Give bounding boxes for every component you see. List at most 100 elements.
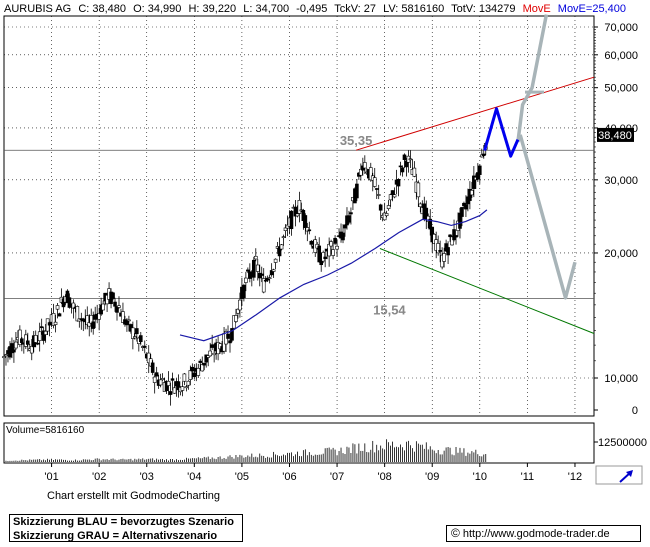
- y-tick-label: 20,000: [604, 248, 638, 260]
- candle-body: [400, 167, 405, 173]
- candle-body: [57, 313, 62, 317]
- y-axis: 70,00060,00050,00040,00030,00020,00010,0…: [594, 22, 638, 417]
- candle-body: [111, 292, 115, 299]
- candle-body: [154, 372, 159, 377]
- candle-body: [246, 269, 250, 272]
- candle-body: [230, 328, 234, 341]
- candle-body: [450, 236, 454, 246]
- candle-body: [281, 236, 286, 239]
- candle-body: [442, 253, 446, 262]
- candle-body: [259, 273, 264, 276]
- candle-body: [91, 321, 96, 329]
- candle-body: [146, 352, 151, 364]
- candle-body: [232, 315, 236, 329]
- candle-body: [341, 232, 345, 241]
- candle-body: [148, 358, 153, 367]
- candle-body: [127, 319, 131, 322]
- candle-body: [89, 315, 94, 324]
- arrow-icon[interactable]: [619, 470, 633, 483]
- candle-body: [319, 258, 324, 266]
- candle-body: [251, 259, 256, 278]
- candle-body: [378, 204, 383, 211]
- candle-body: [33, 334, 38, 343]
- candle-body: [160, 378, 165, 381]
- x-tick-label: '01: [44, 471, 58, 483]
- candle-body: [470, 190, 474, 196]
- candle-body: [61, 298, 66, 308]
- x-tick-label: '05: [235, 471, 249, 483]
- candle-body: [293, 206, 298, 217]
- candle-body: [29, 345, 34, 354]
- candle-body: [404, 160, 409, 168]
- candle-body: [198, 360, 203, 363]
- candle-body: [188, 370, 193, 380]
- candle-body: [418, 203, 423, 208]
- candle-body: [374, 188, 379, 190]
- candle-body: [448, 234, 452, 238]
- candle-body: [55, 305, 60, 310]
- header-open: O: 34,990: [133, 3, 181, 15]
- header-ma-label: MovE: [523, 3, 551, 15]
- header-last-volume: LV: 5816160: [383, 3, 444, 15]
- nav-box[interactable]: [595, 465, 643, 485]
- candle-body: [20, 338, 24, 343]
- trendline: [379, 248, 595, 334]
- candle-body: [35, 342, 40, 345]
- candle-body: [170, 378, 175, 381]
- y-tick-label: 50,000: [604, 83, 638, 95]
- header-total-volume: TotV: 134279: [451, 3, 515, 15]
- candle-body: [37, 331, 42, 342]
- candle-body: [184, 386, 189, 389]
- last-price-box: [597, 127, 634, 142]
- candle-body: [152, 376, 157, 383]
- candle-body: [135, 328, 139, 335]
- candle-body: [269, 270, 274, 276]
- volume-label: Volume=5816160: [6, 425, 85, 436]
- candle-body: [253, 255, 258, 260]
- candle-body: [478, 165, 482, 175]
- candle-body: [101, 303, 105, 311]
- candle-body: [212, 352, 216, 356]
- candle-body: [4, 354, 8, 357]
- x-tick-label: '07: [330, 471, 344, 483]
- candle-body: [71, 302, 76, 309]
- candle-body: [192, 372, 197, 378]
- candle-body: [271, 269, 276, 272]
- x-axis: '01 '02 '03 '04 '05 '06 '07 '08 '09 '10 '11 '12: [4, 462, 594, 483]
- candle-body: [349, 212, 353, 215]
- candle-body: [12, 349, 16, 353]
- candle-body: [10, 343, 14, 354]
- y-tick-label: 60,000: [604, 50, 638, 62]
- x-tick-label: '03: [140, 471, 154, 483]
- candle-body: [458, 212, 462, 229]
- candle-body: [75, 306, 80, 322]
- level-annotation: 15,54: [373, 302, 406, 317]
- candle-body: [121, 311, 125, 323]
- candle-body: [206, 355, 211, 358]
- candle-body: [273, 258, 278, 263]
- moving-average-line: [179, 209, 488, 342]
- candle-body: [424, 207, 429, 220]
- candle-body: [125, 320, 129, 326]
- candle-body: [168, 391, 173, 395]
- header-change: -0,495: [296, 3, 327, 15]
- header-ma-value: MovE=25,400: [558, 3, 626, 15]
- candle-body: [113, 301, 117, 307]
- scenario-grey-down: [518, 134, 577, 300]
- source-url[interactable]: © http://www.godmode-trader.de: [446, 525, 641, 542]
- candle-body: [472, 175, 476, 189]
- candle-body: [390, 190, 395, 195]
- scenario-grey-up: [516, 14, 549, 143]
- candle-body: [39, 326, 44, 329]
- candle-body: [263, 279, 268, 282]
- candle-body: [234, 315, 238, 322]
- candle-body: [305, 227, 310, 232]
- candle-body: [464, 204, 468, 210]
- candle-body: [166, 380, 171, 386]
- candle-body: [53, 321, 58, 325]
- level-annotation: 35,35: [340, 133, 373, 148]
- candle-body: [242, 284, 246, 299]
- header-low: L: 34,700: [243, 3, 289, 15]
- candle-body: [67, 297, 72, 308]
